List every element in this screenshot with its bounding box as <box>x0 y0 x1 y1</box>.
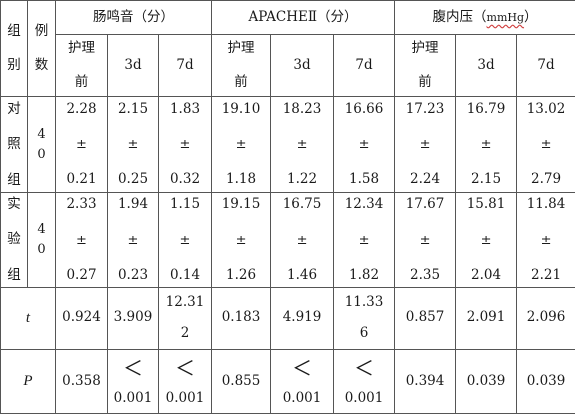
group-cell: 对照组 <box>0 96 28 194</box>
value-cell: 2.28 ±0.21 <box>55 96 108 194</box>
value-cell: 16.75 ±1.46 <box>270 192 335 288</box>
iap-unit: mmHg <box>486 10 525 24</box>
header-before-care: 护理前 <box>211 34 272 98</box>
p-value: ＜ 0.001 <box>157 348 213 414</box>
group-cell: 实验组 <box>0 192 28 288</box>
value-cell: 1.15 ±0.14 <box>157 192 213 288</box>
header-3d: 3d <box>455 34 518 98</box>
p-value: 0.358 <box>55 348 108 414</box>
value-cell: 1.83 ±0.32 <box>157 96 213 194</box>
p-value: ＜ 0.001 <box>270 348 335 414</box>
value-cell: 19.15 ±1.26 <box>211 192 272 288</box>
header-row-2: 护理前 3d 7d 护理前 3d 7d 护理前 3d 7d <box>1 34 575 98</box>
t-value: 0.924 <box>55 286 108 350</box>
t-value: 3.909 <box>107 286 159 350</box>
p-value: ＜ 0.001 <box>107 348 159 414</box>
header-before-care: 护理前 <box>55 34 108 98</box>
value-cell: 16.66 ±1.58 <box>333 96 396 194</box>
table-row-p: P 0.358 ＜ 0.001 ＜ 0.001 0.855 ＜ 0.001 ＜ 0.00… <box>0 348 575 414</box>
t-label: t <box>0 286 56 350</box>
value-cell: 2.15 ±0.25 <box>107 96 159 194</box>
header-apache: APACHEⅡ（分） <box>211 0 396 36</box>
header-before-care: 护理前 <box>394 34 457 98</box>
value-cell: 18.23 ±1.22 <box>270 96 335 194</box>
p-value: ＜ 0.001 <box>333 348 396 414</box>
table-row-t: t 0.924 3.909 12.31 2 0.183 4.919 11.33 6 … <box>0 286 575 350</box>
header-bowel-sounds: 肠鸣音（分） <box>54 0 213 36</box>
value-cell: 19.10 ±1.18 <box>211 96 272 194</box>
header-7d: 7d <box>157 34 213 98</box>
value-cell: 2.33 ±0.27 <box>55 192 108 288</box>
t-value: 11.33 6 <box>333 286 396 350</box>
t-value: 2.091 <box>455 286 518 350</box>
t-value: 0.183 <box>211 286 272 350</box>
header-7d: 7d <box>333 34 396 98</box>
value-cell: 15.81 ±2.04 <box>455 192 518 288</box>
header-3d: 3d <box>270 34 335 98</box>
value-cell: 17.67 ±2.35 <box>394 192 457 288</box>
p-value: 0.039 <box>455 348 518 414</box>
t-value: 0.857 <box>394 286 457 350</box>
header-7d: 7d <box>516 34 575 98</box>
t-value: 2.096 <box>516 286 575 350</box>
header-group: 组 别 <box>0 0 28 98</box>
p-label: P <box>0 348 56 414</box>
p-value: 0.394 <box>394 348 457 414</box>
value-cell: 1.94 ±0.23 <box>107 192 159 288</box>
header-cases: 例 数 <box>27 0 56 98</box>
value-cell: 12.34 ±1.82 <box>333 192 396 288</box>
value-cell: 16.79 ±2.15 <box>455 96 518 194</box>
p-value: 0.039 <box>516 348 575 414</box>
value-cell: 17.23 ±2.24 <box>394 96 457 194</box>
t-value: 12.31 2 <box>157 286 213 350</box>
t-value: 4.919 <box>270 286 335 350</box>
p-value: 0.855 <box>211 348 272 414</box>
header-3d: 3d <box>107 34 159 98</box>
value-cell: 13.02 ±2.79 <box>516 96 575 194</box>
value-cell: 11.84 ±2.21 <box>516 192 575 288</box>
header-row-1: 组 别 例 数 肠鸣音（分） APACHEⅡ（分） 腹内压（mmHg） <box>0 0 575 98</box>
header-iap: 腹内压（mmHg） <box>394 0 575 36</box>
